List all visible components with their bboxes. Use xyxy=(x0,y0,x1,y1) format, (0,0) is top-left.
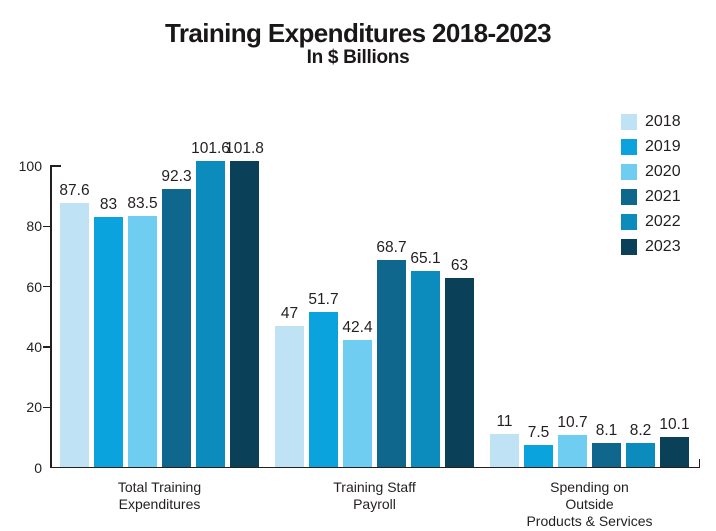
bar-value-label: 92.3 xyxy=(161,168,192,186)
bar-2021 xyxy=(377,260,406,468)
y-axis-tick-label: 0 xyxy=(34,459,42,476)
bar-2023 xyxy=(660,437,689,468)
legend-item: 2022 xyxy=(621,209,681,234)
chart-title: Training Expenditures 2018-2023 xyxy=(164,18,552,48)
bar-value-label: 8.1 xyxy=(595,422,618,440)
legend-label: 2018 xyxy=(645,112,681,130)
legend-swatch xyxy=(621,238,637,255)
bar-value-label: 10.7 xyxy=(557,414,588,432)
bar-2020 xyxy=(128,215,157,468)
legend-item: 2021 xyxy=(621,184,681,209)
bar-2021 xyxy=(162,189,191,468)
bar-2020 xyxy=(558,435,587,468)
bar-2018 xyxy=(60,203,89,468)
y-axis-tick-label: 80 xyxy=(26,218,42,235)
bar-value-label: 63 xyxy=(450,256,469,274)
legend-item: 2018 xyxy=(621,109,681,134)
bar-value-label: 68.7 xyxy=(376,239,407,257)
legend-label: 2021 xyxy=(645,187,681,205)
bar-value-label: 8.2 xyxy=(629,421,652,439)
bar-2018 xyxy=(490,434,519,468)
bar-value-label: 101.6 xyxy=(191,140,230,158)
legend-label: 2019 xyxy=(645,137,681,155)
category-label: Total Training Expenditures xyxy=(117,479,202,512)
bar-value-label: 7.5 xyxy=(527,423,550,441)
legend: 2018 2019 2020 2021 2022 2023 xyxy=(621,109,681,259)
y-axis-top-tick xyxy=(50,165,61,167)
bar-2019 xyxy=(309,311,338,468)
bar-2020 xyxy=(343,339,372,468)
legend-swatch xyxy=(621,138,637,155)
y-axis-tick-label: 40 xyxy=(26,338,42,355)
legend-swatch xyxy=(621,188,637,205)
category-label: Spending on Outside Products & Services xyxy=(526,479,653,529)
bar-2019 xyxy=(94,217,123,468)
bar-2022 xyxy=(626,442,655,468)
y-axis-tick-label: 20 xyxy=(26,399,42,416)
legend-item: 2020 xyxy=(621,159,681,184)
chart-subtitle: In $ Billions xyxy=(306,47,410,68)
y-axis-tick xyxy=(43,346,50,348)
bar-2018 xyxy=(275,325,304,468)
bar-2022 xyxy=(411,271,440,468)
legend-label: 2020 xyxy=(645,162,681,180)
bar-value-label: 10.1 xyxy=(659,416,690,434)
y-axis-line xyxy=(50,165,52,469)
legend-label: 2023 xyxy=(645,237,681,255)
bar-value-label: 87.6 xyxy=(59,182,90,200)
y-axis-tick xyxy=(43,406,50,408)
legend-item: 2019 xyxy=(621,134,681,159)
legend-swatch xyxy=(621,113,637,130)
legend-swatch xyxy=(621,163,637,180)
bar-value-label: 47 xyxy=(280,304,299,322)
legend-swatch xyxy=(621,213,637,230)
legend-item: 2023 xyxy=(621,234,681,259)
bar-value-label: 83 xyxy=(99,196,118,214)
bar-2019 xyxy=(524,444,553,468)
bar-2023 xyxy=(445,277,474,468)
y-axis-tick-label: 100 xyxy=(18,158,42,174)
bar-2022 xyxy=(196,161,225,468)
bar-value-label: 51.7 xyxy=(308,290,339,308)
y-axis-tick-label: 60 xyxy=(26,278,42,295)
bar-value-label: 65.1 xyxy=(410,250,441,268)
bar-2021 xyxy=(592,443,621,468)
bar-value-label: 83.5 xyxy=(127,194,158,212)
bar-value-label: 42.4 xyxy=(342,318,373,336)
x-axis-line xyxy=(50,466,700,469)
x-axis-end-tick xyxy=(698,458,700,468)
y-axis-tick xyxy=(43,286,50,288)
bar-value-label: 101.8 xyxy=(225,139,264,157)
category-label: Training Staff Payroll xyxy=(333,479,416,512)
legend-label: 2022 xyxy=(645,212,681,230)
bar-2023 xyxy=(230,160,259,468)
bar-value-label: 11 xyxy=(496,413,513,431)
y-axis-tick xyxy=(43,225,50,227)
